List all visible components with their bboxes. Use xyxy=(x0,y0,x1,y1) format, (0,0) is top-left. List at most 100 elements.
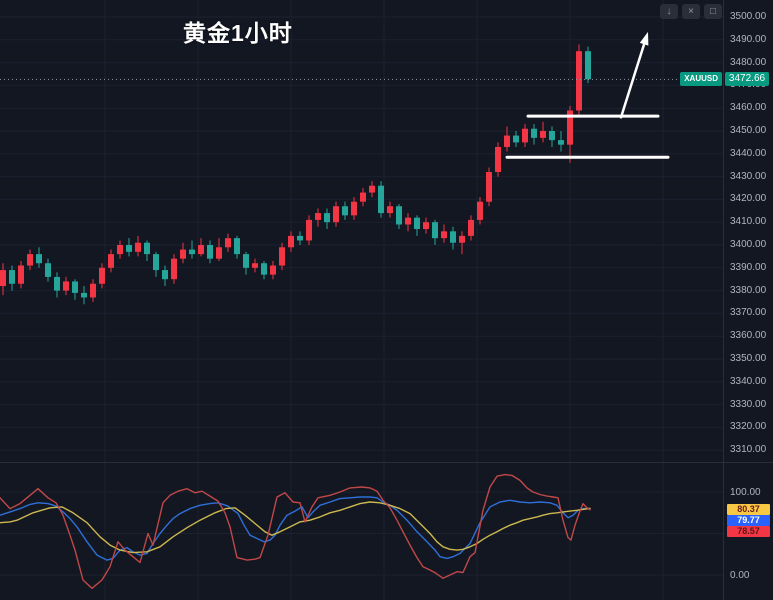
candle-body xyxy=(315,213,321,220)
candle-body xyxy=(450,231,456,243)
scroll-to-recent-button[interactable]: ↓ xyxy=(660,4,678,19)
candle-body xyxy=(468,219,474,236)
candle-body xyxy=(162,270,168,280)
candle-body xyxy=(423,222,429,230)
candle-body xyxy=(27,254,33,266)
candle-body xyxy=(153,254,159,271)
candle-body xyxy=(360,192,366,202)
up-arrow-head xyxy=(639,31,649,46)
candle-body xyxy=(378,185,384,214)
candle-body xyxy=(585,51,591,80)
fullscreen-button[interactable]: □ xyxy=(704,4,722,19)
kdj-d-badge: 80.37 xyxy=(727,504,770,515)
last-price-badge: 3472.66 xyxy=(725,72,769,86)
up-arrow-shaft[interactable] xyxy=(619,38,647,119)
candle-body xyxy=(81,292,87,298)
reset-scale-icon: × xyxy=(688,6,694,17)
price-axis-label: 3310.00 xyxy=(730,444,767,456)
kdj-k-line xyxy=(0,496,591,561)
candle-body xyxy=(387,206,393,214)
candle-body xyxy=(99,267,105,284)
kdj-j-badge: 78.57 xyxy=(727,526,770,537)
price-axis-label: 3340.00 xyxy=(730,375,767,387)
candle-body xyxy=(234,238,240,255)
indicator-axis-label-100: 100.00 xyxy=(730,487,761,498)
candle-body xyxy=(135,242,141,252)
price-axis-label: 3490.00 xyxy=(730,33,767,45)
candle-body xyxy=(549,131,555,141)
candle-body xyxy=(567,110,573,145)
candle-body xyxy=(144,242,150,255)
candle-body xyxy=(333,206,339,223)
kdj-j-line xyxy=(0,473,591,589)
arrow-down-icon: ↓ xyxy=(666,6,672,17)
candle-body xyxy=(405,217,411,225)
candle-body xyxy=(225,238,231,248)
candle-body xyxy=(576,51,582,111)
candle-body xyxy=(351,201,357,216)
price-axis-label: 3440.00 xyxy=(730,147,767,159)
candle-body xyxy=(261,263,267,275)
candle-body xyxy=(54,276,60,291)
candle-body xyxy=(189,249,195,255)
candle-body xyxy=(324,213,330,223)
candle-body xyxy=(9,270,15,284)
candle-body xyxy=(63,281,69,291)
candle-body xyxy=(297,235,303,241)
candle-body xyxy=(459,235,465,243)
candle-body xyxy=(36,254,42,264)
candle-body xyxy=(288,235,294,248)
candle-body xyxy=(117,245,123,255)
price-axis-label: 3450.00 xyxy=(730,125,767,136)
candle-body xyxy=(279,247,285,266)
kdj-d-line xyxy=(0,501,591,554)
axis-border xyxy=(723,0,724,600)
candle-body xyxy=(90,283,96,298)
candle-body xyxy=(180,249,186,259)
price-axis-label: 3380.00 xyxy=(730,284,767,296)
price-axis-label: 3350.00 xyxy=(730,353,767,364)
candle-body xyxy=(216,247,222,259)
candle-body xyxy=(108,254,114,268)
price-axis-label: 3420.00 xyxy=(730,193,767,205)
candle-body xyxy=(0,270,6,287)
price-axis-label: 3320.00 xyxy=(730,421,767,433)
reset-scale-button[interactable]: × xyxy=(682,4,700,19)
candle-body xyxy=(522,128,528,143)
candle-body xyxy=(432,222,438,239)
price-axis[interactable]: 3500.003490.003480.003470.003460.003450.… xyxy=(724,0,773,600)
kdj-k-badge: 79.77 xyxy=(727,515,770,526)
price-axis-label: 3370.00 xyxy=(730,307,767,319)
price-axis-label: 3410.00 xyxy=(730,216,767,228)
candle-body xyxy=(72,281,78,293)
candle-body xyxy=(45,263,51,277)
candle-body xyxy=(396,206,402,225)
price-axis-label: 3400.00 xyxy=(730,239,767,250)
price-axis-label: 3360.00 xyxy=(730,330,767,342)
candle-body xyxy=(306,219,312,241)
panel-separator[interactable] xyxy=(0,462,773,463)
candle-body xyxy=(207,245,213,259)
candle-body xyxy=(441,231,447,239)
chart-title: 黄金1小时 xyxy=(183,20,293,46)
price-axis-label: 3330.00 xyxy=(730,398,767,410)
candle-body xyxy=(198,245,204,255)
candle-body xyxy=(486,172,492,202)
indicator-axis-label-0: 0.00 xyxy=(730,570,750,581)
fullscreen-icon: □ xyxy=(709,6,717,17)
candle-body xyxy=(126,245,132,252)
price-axis-label: 3500.00 xyxy=(730,11,767,22)
candle-body xyxy=(495,146,501,173)
candle-body xyxy=(270,265,276,275)
price-axis-label: 3480.00 xyxy=(730,56,767,68)
candle-body xyxy=(243,254,249,268)
price-axis-label: 3390.00 xyxy=(730,261,767,273)
price-axis-label: 3430.00 xyxy=(730,170,767,182)
candle-body xyxy=(414,217,420,230)
candle-body xyxy=(18,265,24,284)
chart-toolbar: ↓ × □ xyxy=(660,4,722,19)
candle-body xyxy=(540,131,546,138)
price-axis-label: 3460.00 xyxy=(730,102,767,114)
